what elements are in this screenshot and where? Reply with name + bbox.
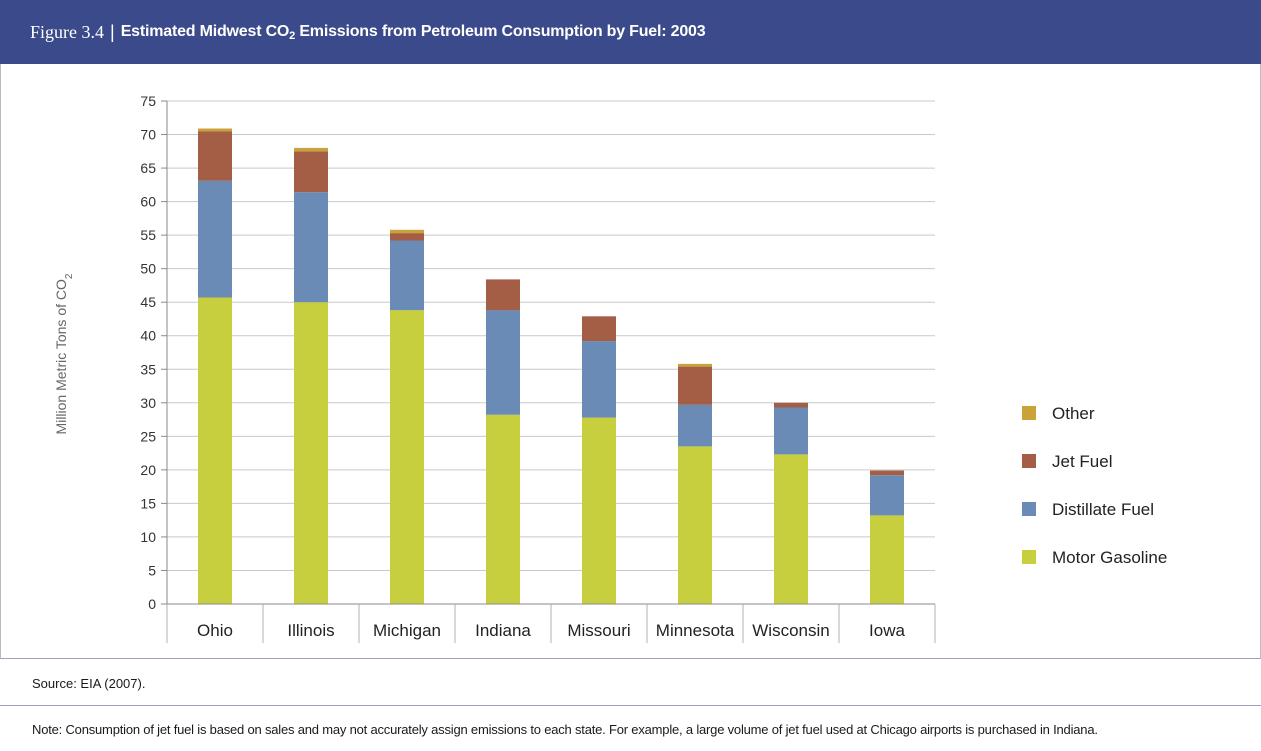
x-tick-label-minnesota: Minnesota	[656, 621, 735, 640]
bar-stack-indiana	[486, 279, 520, 604]
bar-illinois-other	[294, 147, 328, 152]
figure-title-pre: Estimated Midwest CO	[120, 22, 290, 40]
bar-indiana-distillate-fuel	[486, 310, 520, 415]
y-tick-label: 30	[140, 395, 156, 411]
figure-label: Figure 3.4	[30, 21, 104, 42]
figure-header: Figure 3.4 | Estimated Midwest CO2 Emiss…	[0, 0, 1261, 64]
y-tick-label: 45	[140, 294, 156, 310]
legend-item-distillate-fuel: Distillate Fuel	[1022, 500, 1154, 519]
figure-separator: |	[110, 21, 115, 42]
y-tick-label: 25	[140, 428, 156, 444]
stacked-bar-chart: 0 5 10 15 20 25 30 35 40 45 50 55 60 65 70 75 Ohio Illin…	[53, 93, 1167, 643]
gridlines	[167, 100, 935, 571]
y-tick-label: 60	[140, 194, 156, 210]
x-tick-label-indiana: Indiana	[475, 621, 531, 640]
bar-stack-iowa	[870, 470, 904, 604]
y-tick-label: 20	[140, 462, 156, 478]
legend-item-jet-fuel: Jet Fuel	[1022, 452, 1112, 471]
x-tick-label-wisconsin: Wisconsin	[752, 621, 829, 640]
bar-stack-illinois	[294, 147, 328, 604]
source-note: Source: EIA (2007).	[32, 676, 146, 691]
y-tick-label: 15	[140, 495, 156, 511]
bar-wisconsin-motor-gasoline	[774, 454, 808, 604]
y-tick-label: 70	[140, 127, 156, 143]
bar-stack-ohio	[198, 128, 232, 604]
bar-iowa-jet-fuel	[870, 470, 904, 476]
legend-swatch-motor-gasoline	[1022, 550, 1036, 564]
bar-michigan-distillate-fuel	[390, 240, 424, 311]
bar-stack-wisconsin	[774, 402, 808, 604]
figure-title-post: Emissions from Petroleum Consumption by …	[295, 22, 706, 40]
y-tick-label: 5	[148, 562, 156, 578]
y-axis-label: Million Metric Tons of CO2	[53, 273, 75, 434]
y-tick-label: 55	[140, 227, 156, 243]
x-tick-label-michigan: Michigan	[373, 621, 441, 640]
note-divider	[0, 705, 1261, 706]
y-tick-label: 50	[140, 261, 156, 277]
x-axis: Ohio Illinois Michigan Indiana Missouri Minne…	[166, 603, 936, 643]
legend-swatch-distillate-fuel	[1022, 502, 1036, 516]
bar-michigan-other	[390, 229, 424, 234]
figure-title: Estimated Midwest CO2 Emissions from Pet…	[121, 23, 706, 42]
y-tick-label: 10	[140, 529, 156, 545]
bar-illinois-motor-gasoline	[294, 302, 328, 604]
bar-michigan-motor-gasoline	[390, 310, 424, 604]
bar-iowa-distillate-fuel	[870, 475, 904, 516]
legend-label-jet-fuel: Jet Fuel	[1052, 452, 1112, 471]
bar-illinois-distillate-fuel	[294, 192, 328, 303]
bar-ohio-distillate-fuel	[198, 180, 232, 298]
legend-label-motor-gasoline: Motor Gasoline	[1052, 548, 1167, 567]
bar-stack-missouri	[582, 316, 616, 604]
x-tick-label-illinois: Illinois	[287, 621, 334, 640]
bar-stack-michigan	[390, 229, 424, 604]
y-tick-label: 65	[140, 160, 156, 176]
y-axis-label-subscript: 2	[64, 273, 75, 279]
y-tick-label: 35	[140, 361, 156, 377]
legend-swatch-jet-fuel	[1022, 454, 1036, 468]
bar-illinois-jet-fuel	[294, 151, 328, 193]
bar-minnesota-motor-gasoline	[678, 446, 712, 604]
bar-minnesota-jet-fuel	[678, 366, 712, 405]
legend-swatch-other	[1022, 406, 1036, 420]
x-tick-label-ohio: Ohio	[197, 621, 233, 640]
y-tick-label: 0	[148, 596, 156, 612]
y-axis-label-main: Million Metric Tons of CO	[53, 279, 69, 434]
y-tick-label: 40	[140, 328, 156, 344]
y-axis-ticks: 0 5 10 15 20 25 30 35 40 45 50 55 60 65 70 75	[140, 93, 168, 612]
bar-indiana-jet-fuel	[486, 279, 520, 311]
bar-missouri-motor-gasoline	[582, 417, 616, 604]
bar-minnesota-distillate-fuel	[678, 404, 712, 447]
bar-wisconsin-jet-fuel	[774, 402, 808, 408]
legend-item-motor-gasoline: Motor Gasoline	[1022, 548, 1167, 567]
x-tick-label-iowa: Iowa	[869, 621, 905, 640]
bar-missouri-jet-fuel	[582, 316, 616, 342]
bar-michigan-jet-fuel	[390, 233, 424, 241]
legend: Other Jet Fuel Distillate Fuel Motor Gasoli…	[1022, 404, 1167, 567]
footnote: Note: Consumption of jet fuel is based o…	[32, 722, 1098, 737]
bar-ohio-motor-gasoline	[198, 297, 232, 604]
bar-missouri-distillate-fuel	[582, 341, 616, 418]
bar-ohio-other	[198, 128, 232, 132]
bar-iowa-motor-gasoline	[870, 515, 904, 604]
legend-label-distillate-fuel: Distillate Fuel	[1052, 500, 1154, 519]
x-tick-label-missouri: Missouri	[567, 621, 630, 640]
bar-indiana-motor-gasoline	[486, 414, 520, 604]
bars	[198, 128, 904, 604]
bar-ohio-jet-fuel	[198, 131, 232, 181]
figure-title-subscript: 2	[289, 29, 296, 42]
bar-minnesota-other	[678, 363, 712, 367]
y-tick-label: 75	[140, 93, 156, 109]
legend-label-other: Other	[1052, 404, 1095, 423]
legend-item-other: Other	[1022, 404, 1095, 423]
bar-wisconsin-distillate-fuel	[774, 407, 808, 455]
bar-stack-minnesota	[678, 363, 712, 604]
